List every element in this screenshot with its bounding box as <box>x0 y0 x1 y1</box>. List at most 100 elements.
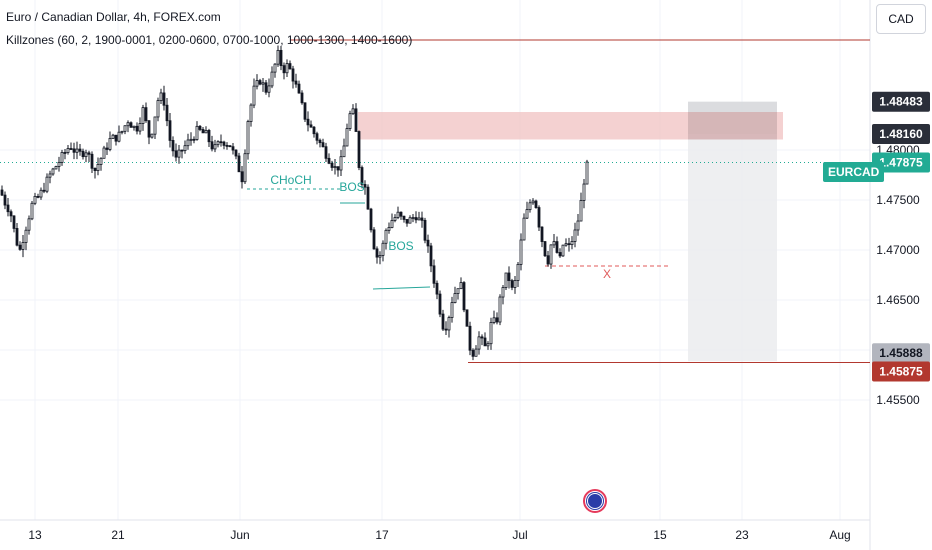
candle-body <box>570 241 574 246</box>
candle-body <box>525 209 529 219</box>
price-label-box <box>872 124 930 144</box>
candle-body <box>120 130 124 133</box>
candle-body <box>465 309 469 327</box>
candle-body <box>423 219 427 241</box>
x-tick-label: 23 <box>735 528 749 542</box>
candle-body <box>354 108 358 132</box>
candle-body <box>264 82 268 93</box>
candle-body <box>195 125 199 140</box>
candle-body <box>444 328 448 331</box>
candle-body <box>246 121 250 155</box>
candle-body <box>219 141 223 144</box>
candle-body <box>153 116 157 135</box>
candle-body <box>81 150 85 158</box>
candle-body <box>165 104 169 122</box>
candle-body <box>576 220 580 231</box>
candle-body <box>360 167 364 185</box>
candle-body <box>492 317 496 323</box>
candle-body <box>42 189 46 192</box>
candle-body <box>315 133 319 141</box>
candle-body <box>51 168 55 175</box>
candle-body <box>540 226 544 243</box>
candle-body <box>327 157 331 164</box>
y-tick-label: 1.47000 <box>876 243 920 257</box>
candle-body <box>207 130 211 143</box>
chart-title: Euro / Canadian Dollar, 4h, FOREX.com <box>6 10 221 24</box>
candle-body <box>333 166 337 169</box>
symbol-price-tag: EURCAD <box>823 162 885 182</box>
candle-body <box>585 161 589 185</box>
candle-body <box>582 183 586 201</box>
candle-body <box>222 141 226 146</box>
candle-body <box>156 100 160 118</box>
candle-body <box>150 133 154 138</box>
candle-body <box>18 244 22 250</box>
candle-body <box>231 146 235 151</box>
candle-body <box>501 287 505 298</box>
candle-body <box>48 173 52 178</box>
candle-body <box>78 148 82 152</box>
candle-body <box>183 145 187 151</box>
candle-body <box>435 282 439 295</box>
candle-body <box>348 113 352 129</box>
x-tick-label: Jun <box>230 528 249 542</box>
candle-body <box>114 134 118 142</box>
candle-body <box>450 302 454 318</box>
candle-body <box>267 85 271 93</box>
candle-body <box>378 254 382 258</box>
candle-body <box>564 243 568 246</box>
candle-body <box>237 155 241 173</box>
candle-body <box>555 241 559 253</box>
candle-body <box>9 211 13 217</box>
candle-body <box>93 167 97 171</box>
candle-body <box>306 118 310 126</box>
candle-body <box>132 125 136 128</box>
candle-body <box>228 145 232 148</box>
price-label-box <box>872 361 930 382</box>
annotation-label: X <box>603 267 611 281</box>
candle-body <box>426 239 430 247</box>
price-label: 1.47875 <box>879 156 923 170</box>
candle-body <box>558 252 562 257</box>
x-tick-label: 21 <box>111 528 125 542</box>
candle-body <box>291 68 295 82</box>
price-label: 1.45875 <box>879 365 923 379</box>
candle-body <box>210 141 214 150</box>
bos-line-2 <box>372 286 431 290</box>
candle-body <box>288 63 292 70</box>
economic-event-icon[interactable] <box>583 489 607 513</box>
candle-body <box>63 152 67 154</box>
currency-button[interactable]: CAD <box>876 4 926 34</box>
candle-body <box>531 200 535 204</box>
candle-body <box>339 156 343 171</box>
candle-body <box>39 189 43 198</box>
candle-body <box>201 129 205 134</box>
candle-body <box>489 322 493 345</box>
candle-body <box>87 152 91 155</box>
candle-body <box>507 272 511 282</box>
price-label: 1.48160 <box>879 127 923 141</box>
candle-body <box>357 131 361 168</box>
candle-body <box>198 125 202 130</box>
candle-body <box>312 126 316 135</box>
candle-body <box>561 244 565 257</box>
candle-body <box>543 241 547 257</box>
candle-body <box>432 265 436 284</box>
y-tick-label: 1.45500 <box>876 393 920 407</box>
candle-body <box>72 148 76 153</box>
candle-body <box>510 280 514 288</box>
candle-body <box>261 82 265 85</box>
candle-body <box>282 65 286 74</box>
candle-body <box>66 148 70 153</box>
indicator-legend[interactable]: Killzones (60, 2, 1900-0001, 0200-0600, … <box>6 33 413 47</box>
candle-body <box>462 282 466 311</box>
candle-body <box>57 161 61 167</box>
candle-body <box>483 337 487 347</box>
candle-body <box>60 152 64 163</box>
candle-body <box>90 153 94 169</box>
candle-body <box>234 149 238 157</box>
candle-body <box>474 348 478 357</box>
candle-body <box>171 140 175 152</box>
candle-body <box>390 219 394 228</box>
